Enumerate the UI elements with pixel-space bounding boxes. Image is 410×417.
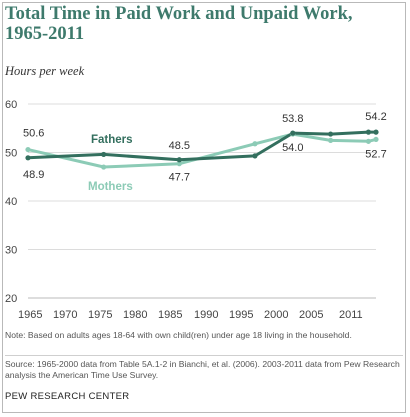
point-fathers-1985 bbox=[176, 157, 182, 163]
data-label-fathers-2000: 54.0 bbox=[282, 142, 303, 154]
x-tick-label-1965: 1965 bbox=[18, 309, 42, 321]
data-label-mothers-1985: 47.7 bbox=[169, 172, 190, 184]
gridlines bbox=[28, 103, 376, 299]
x-tick-label-1995: 1995 bbox=[229, 309, 253, 321]
x-tick-label-1990: 1990 bbox=[194, 309, 218, 321]
point-mothers-1995 bbox=[252, 141, 258, 147]
point-mothers-1965 bbox=[25, 146, 31, 153]
note-separator bbox=[5, 355, 403, 356]
y-tick-label-40: 40 bbox=[5, 196, 17, 208]
y-tick-label-20: 20 bbox=[5, 293, 17, 305]
point-mothers-2010 bbox=[365, 138, 372, 144]
x-axis: 1965 1970 1975 1980 1985 1990 1995 2000 2005 2011 bbox=[18, 309, 363, 321]
footer-credit: PEW RESEARCH CENTER bbox=[5, 391, 130, 402]
series-points bbox=[25, 129, 379, 170]
point-fathers-2011 bbox=[373, 129, 379, 135]
data-label-fathers-1985: 48.5 bbox=[169, 140, 190, 152]
series-lines bbox=[27, 130, 377, 169]
y-tick-label-50: 50 bbox=[5, 148, 17, 160]
data-label-fathers-1965: 48.9 bbox=[23, 169, 44, 181]
point-fathers-1995 bbox=[252, 153, 258, 159]
data-label-mothers-2011: 52.7 bbox=[365, 148, 386, 160]
x-tick-label-1970: 1970 bbox=[53, 309, 77, 321]
y-axis-unit-label: Hours per week bbox=[5, 64, 85, 78]
x-tick-label-1980: 1980 bbox=[123, 309, 147, 321]
point-mothers-1985 bbox=[176, 161, 182, 167]
chart-title: Total Time in Paid Work and Unpaid Work,… bbox=[5, 4, 353, 44]
series-line-fathers bbox=[27, 130, 376, 162]
point-fathers-2000 bbox=[290, 130, 296, 136]
y-tick-label-30: 30 bbox=[5, 245, 17, 257]
point-fathers-2010 bbox=[365, 129, 372, 135]
data-label-mothers-2000: 53.8 bbox=[282, 113, 303, 125]
chart-source: Source: 1965-2000 data from Table 5A.1-2… bbox=[5, 359, 400, 380]
data-label-fathers-2011: 54.2 bbox=[365, 111, 386, 123]
point-fathers-1965 bbox=[25, 155, 31, 161]
chart-note: Note: Based on adults ages 18-64 with ow… bbox=[5, 330, 352, 340]
y-axis: 20 30 40 50 60 bbox=[5, 99, 17, 305]
series-line-mothers bbox=[27, 132, 377, 169]
x-tick-label-2005: 2005 bbox=[299, 309, 323, 321]
point-mothers-1975 bbox=[101, 164, 107, 170]
y-tick-label-60: 60 bbox=[5, 99, 17, 111]
x-tick-label-2000: 2000 bbox=[264, 309, 288, 321]
data-labels: 50.6 48.9 48.5 47.7 53.8 54.0 54.2 52.7 bbox=[23, 111, 387, 184]
x-tick-label-1985: 1985 bbox=[158, 309, 182, 321]
x-tick-label-1975: 1975 bbox=[88, 309, 112, 321]
point-fathers-1975 bbox=[101, 151, 107, 158]
series-label-fathers: Fathers bbox=[91, 134, 133, 146]
data-label-mothers-1965: 50.6 bbox=[23, 128, 44, 140]
point-fathers-2005 bbox=[328, 131, 334, 137]
point-mothers-2005 bbox=[328, 137, 334, 143]
line-chart: 20 30 40 50 60 1965 1970 1975 1980 1985 1990 1995 2… bbox=[5, 99, 387, 321]
x-tick-label-2011: 2011 bbox=[339, 309, 363, 321]
point-mothers-2011 bbox=[373, 136, 379, 143]
series-label-mothers: Mothers bbox=[88, 181, 133, 193]
chart-frame bbox=[2, 2, 406, 413]
